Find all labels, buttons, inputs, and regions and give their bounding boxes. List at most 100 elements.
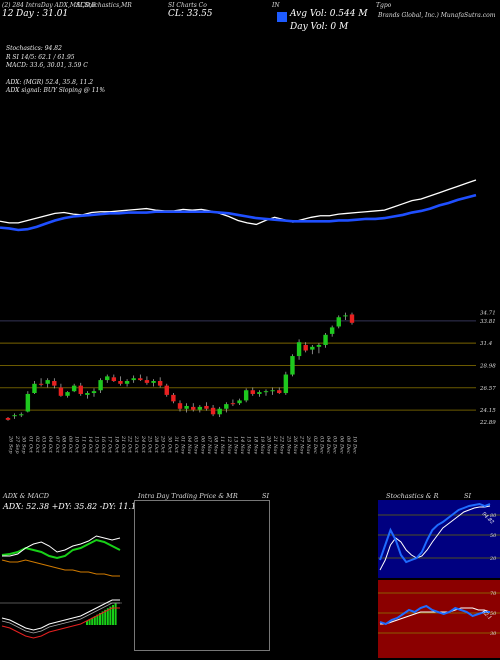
candle-body	[45, 380, 50, 384]
date-label: 17 Oct	[107, 436, 113, 454]
rsi-tick-label: 70	[490, 591, 497, 597]
candle-body	[270, 390, 275, 392]
date-label: 05 Nov	[193, 436, 199, 454]
candle-body	[65, 392, 70, 396]
macd-histogram-bar	[101, 611, 104, 625]
adx-line	[1, 559, 120, 577]
plus-di-line	[1, 538, 121, 560]
date-label: 21 Oct	[120, 435, 126, 454]
date-label: 27 Sep	[14, 435, 20, 454]
macd-histogram-bar	[86, 621, 88, 625]
stochastics-reading: Stochastics: 94.82	[6, 45, 62, 52]
candle-body	[124, 381, 130, 384]
date-label: 10 Oct	[74, 436, 80, 454]
avg-volume: Avg Vol: 0.544 M	[290, 9, 368, 19]
adx-panel-title: ADX & MACD	[3, 492, 49, 500]
candle-body	[204, 405, 209, 409]
candle-body	[91, 391, 97, 394]
y-tick-label: 26.57	[479, 386, 496, 392]
y-tick-label: 24.15	[479, 408, 496, 414]
candle-body	[71, 385, 77, 392]
candle-body	[85, 393, 90, 395]
candle-body	[78, 385, 83, 394]
candle-body	[336, 317, 341, 327]
candle-body	[250, 390, 255, 394]
date-label: 29 Oct	[160, 435, 166, 454]
candle-body	[184, 405, 189, 409]
date-label: 06 Nov	[199, 436, 205, 454]
candle-body	[58, 387, 64, 396]
candle-body	[164, 385, 169, 395]
date-label: 16 Oct	[100, 436, 106, 454]
header-title-3: SI Charts Co	[168, 2, 207, 9]
company-name: Brands Global, Inc.) MunafaSutra.com	[378, 12, 496, 19]
date-label: 24 Oct	[140, 435, 146, 454]
candle-body	[303, 344, 308, 351]
date-label: 15 Nov	[246, 436, 252, 454]
candle-body	[197, 406, 203, 410]
date-label: 30 Oct	[166, 436, 172, 454]
y-tick-label: 22.89	[479, 420, 496, 426]
macd-histogram-bar	[88, 619, 91, 625]
macd-histogram-bar	[93, 616, 96, 625]
candle-body	[277, 390, 282, 394]
macd-reading: MACD: 33.6, 30.01, 3.59 C	[6, 62, 88, 69]
macd-histogram-bar	[106, 608, 109, 625]
date-label: 04 Oct	[47, 436, 53, 454]
candle-body	[19, 414, 24, 416]
date-label: 15 Oct	[94, 436, 100, 454]
stoch-panel-title: Stochastics & R	[386, 492, 439, 500]
date-label: 10 Dec	[352, 436, 358, 454]
candle-body	[98, 380, 103, 391]
candle-body	[157, 381, 163, 386]
candle-body	[224, 404, 229, 409]
adx-panel	[0, 500, 122, 660]
candle-body	[283, 374, 289, 394]
candle-body	[343, 315, 348, 317]
header-title-5: Tgpo	[376, 2, 392, 9]
candle-body	[131, 378, 136, 381]
macd-signal-line	[1, 602, 120, 634]
candle-body	[151, 381, 156, 383]
y-tick-label: 31.4	[480, 341, 493, 347]
candle-body	[111, 377, 117, 382]
date-label: 09 Oct	[67, 436, 73, 454]
candle-body	[191, 406, 196, 410]
candle-body	[310, 346, 315, 350]
date-label: 04 Dec	[325, 436, 331, 454]
color-block	[277, 12, 287, 22]
candle-body	[5, 417, 11, 420]
candle-body	[230, 403, 236, 405]
candle-body	[171, 394, 176, 402]
rsi-reading: R SI 14/5: 62.1 / 61.95	[6, 54, 75, 61]
date-label: 14 Oct	[87, 436, 93, 454]
date-label: 18 Oct	[113, 436, 119, 454]
date-label: 11 Oct	[80, 436, 86, 454]
macd-histogram-bar	[104, 609, 107, 625]
date-label: 22 Nov	[279, 435, 285, 454]
day-price: Day : 31.01	[16, 9, 69, 19]
date-label: 02 Dec	[312, 436, 318, 454]
rsi-tick-label: 30	[490, 631, 497, 637]
stoch-panel-title-2: SI	[464, 492, 472, 500]
rsi-tick-label: 50	[490, 611, 497, 617]
adx-signal: ADX signal: BUY Sloping @ 11%	[6, 87, 106, 94]
rsi-line	[379, 604, 490, 626]
candle-body	[263, 391, 269, 393]
macd-line	[1, 599, 120, 631]
candle-body	[237, 400, 242, 404]
date-label: 02 Oct	[34, 436, 40, 454]
y-tick-label: 33.81	[480, 319, 496, 325]
sma-line	[0, 193, 477, 232]
date-label: 13 Nov	[232, 436, 238, 454]
macd-histogram-bar	[99, 613, 101, 625]
intraday-panel-title: Intra Day Trading Price & MR	[138, 492, 238, 500]
price-chart: 34.71 33.81 31.4 28.98 26.57 24.15 22.89 26 Se…	[0, 179, 496, 454]
date-label: 30 Sep	[21, 436, 27, 454]
day-volume: Day Vol: 0 M	[290, 22, 349, 32]
date-label: 08 Nov	[213, 436, 219, 454]
macd-histogram-bar	[96, 614, 99, 625]
header-title-2: SI,Stochastics,MR	[76, 2, 132, 9]
date-label: 04 Nov	[186, 436, 192, 454]
date-label: 20 Nov	[266, 435, 272, 454]
